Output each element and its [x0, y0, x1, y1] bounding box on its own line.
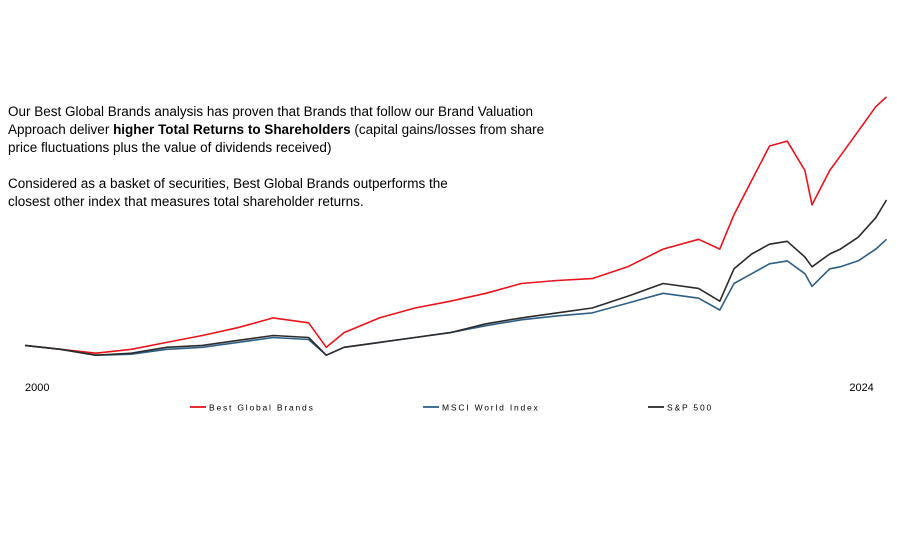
- legend-label: Best Global Brands: [209, 402, 315, 412]
- intro-paragraph: Our Best Global Brands analysis has prov…: [8, 103, 568, 157]
- legend-label: S&P 500: [667, 402, 713, 412]
- intro-text: (capital gains/losses from share price f…: [8, 122, 545, 155]
- intro-bold: higher Total Returns to Shareholders: [113, 122, 351, 137]
- legend-label: MSCI World Index: [442, 402, 540, 412]
- series-line: [24, 238, 888, 356]
- intro-text: Our Best Global Brands analysis has prov…: [8, 104, 534, 137]
- intro-paragraph: Considered as a basket of securities, Be…: [8, 176, 448, 209]
- series-line: [24, 199, 888, 356]
- x-tick-label: 2024: [849, 382, 873, 394]
- series-line: [24, 96, 888, 354]
- x-tick-label: 2000: [25, 382, 49, 394]
